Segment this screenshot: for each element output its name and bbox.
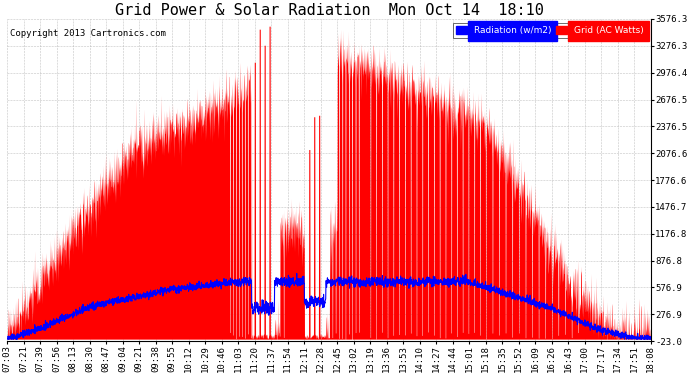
- Title: Grid Power & Solar Radiation  Mon Oct 14  18:10: Grid Power & Solar Radiation Mon Oct 14 …: [115, 3, 544, 18]
- Legend: Radiation (w/m2), Grid (AC Watts): Radiation (w/m2), Grid (AC Watts): [453, 24, 647, 38]
- Text: Copyright 2013 Cartronics.com: Copyright 2013 Cartronics.com: [10, 28, 166, 38]
